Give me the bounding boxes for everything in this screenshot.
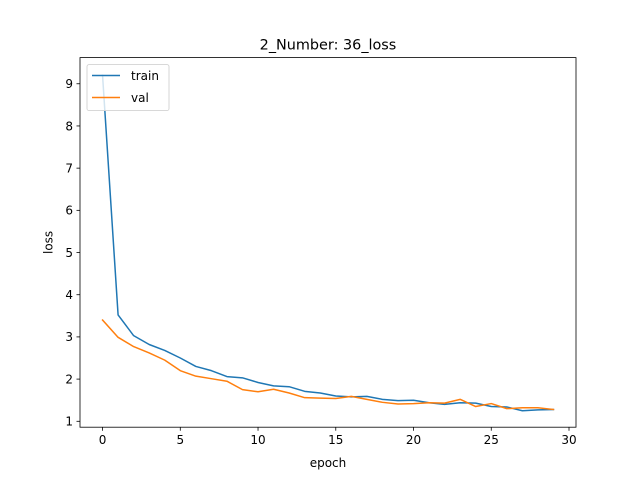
axes-frame <box>79 57 577 428</box>
x-tick-label: 25 <box>484 433 499 447</box>
y-tick-label: 3 <box>65 330 73 344</box>
y-tick-label: 9 <box>65 77 73 91</box>
series-line-val <box>101 318 555 411</box>
x-tick-label: 20 <box>406 433 421 447</box>
y-tick-label: 5 <box>65 246 73 260</box>
y-tick-label: 8 <box>65 119 73 133</box>
axes-background <box>80 57 576 428</box>
ticks-layer: 0 5 10 15 20 25 30 1 2 3 4 5 6 7 8 9 <box>65 77 576 447</box>
chart-title: 2_Number: 36_loss <box>260 38 397 54</box>
y-axis-label: loss <box>42 231 56 254</box>
y-tick-label: 1 <box>65 415 73 429</box>
x-tick-label: 15 <box>328 433 343 447</box>
y-tick-label: 2 <box>65 372 73 386</box>
y-tick-label: 6 <box>65 204 73 218</box>
legend-label-val: val <box>131 91 149 105</box>
y-tick-label: 4 <box>65 288 73 302</box>
y-tick-label: 7 <box>65 161 73 175</box>
x-tick-label: 5 <box>176 433 184 447</box>
legend-label-train: train <box>131 69 159 83</box>
x-tick-label: 10 <box>250 433 265 447</box>
x-tick-label: 0 <box>99 433 107 447</box>
x-axis-label: epoch <box>310 456 347 470</box>
legend: train val <box>86 64 170 111</box>
plot-area: 0 5 10 15 20 25 30 1 2 3 4 5 6 7 8 9 <box>65 57 577 447</box>
x-tick-label: 30 <box>561 433 576 447</box>
series-line-train <box>101 74 555 412</box>
series-layer <box>101 74 555 412</box>
